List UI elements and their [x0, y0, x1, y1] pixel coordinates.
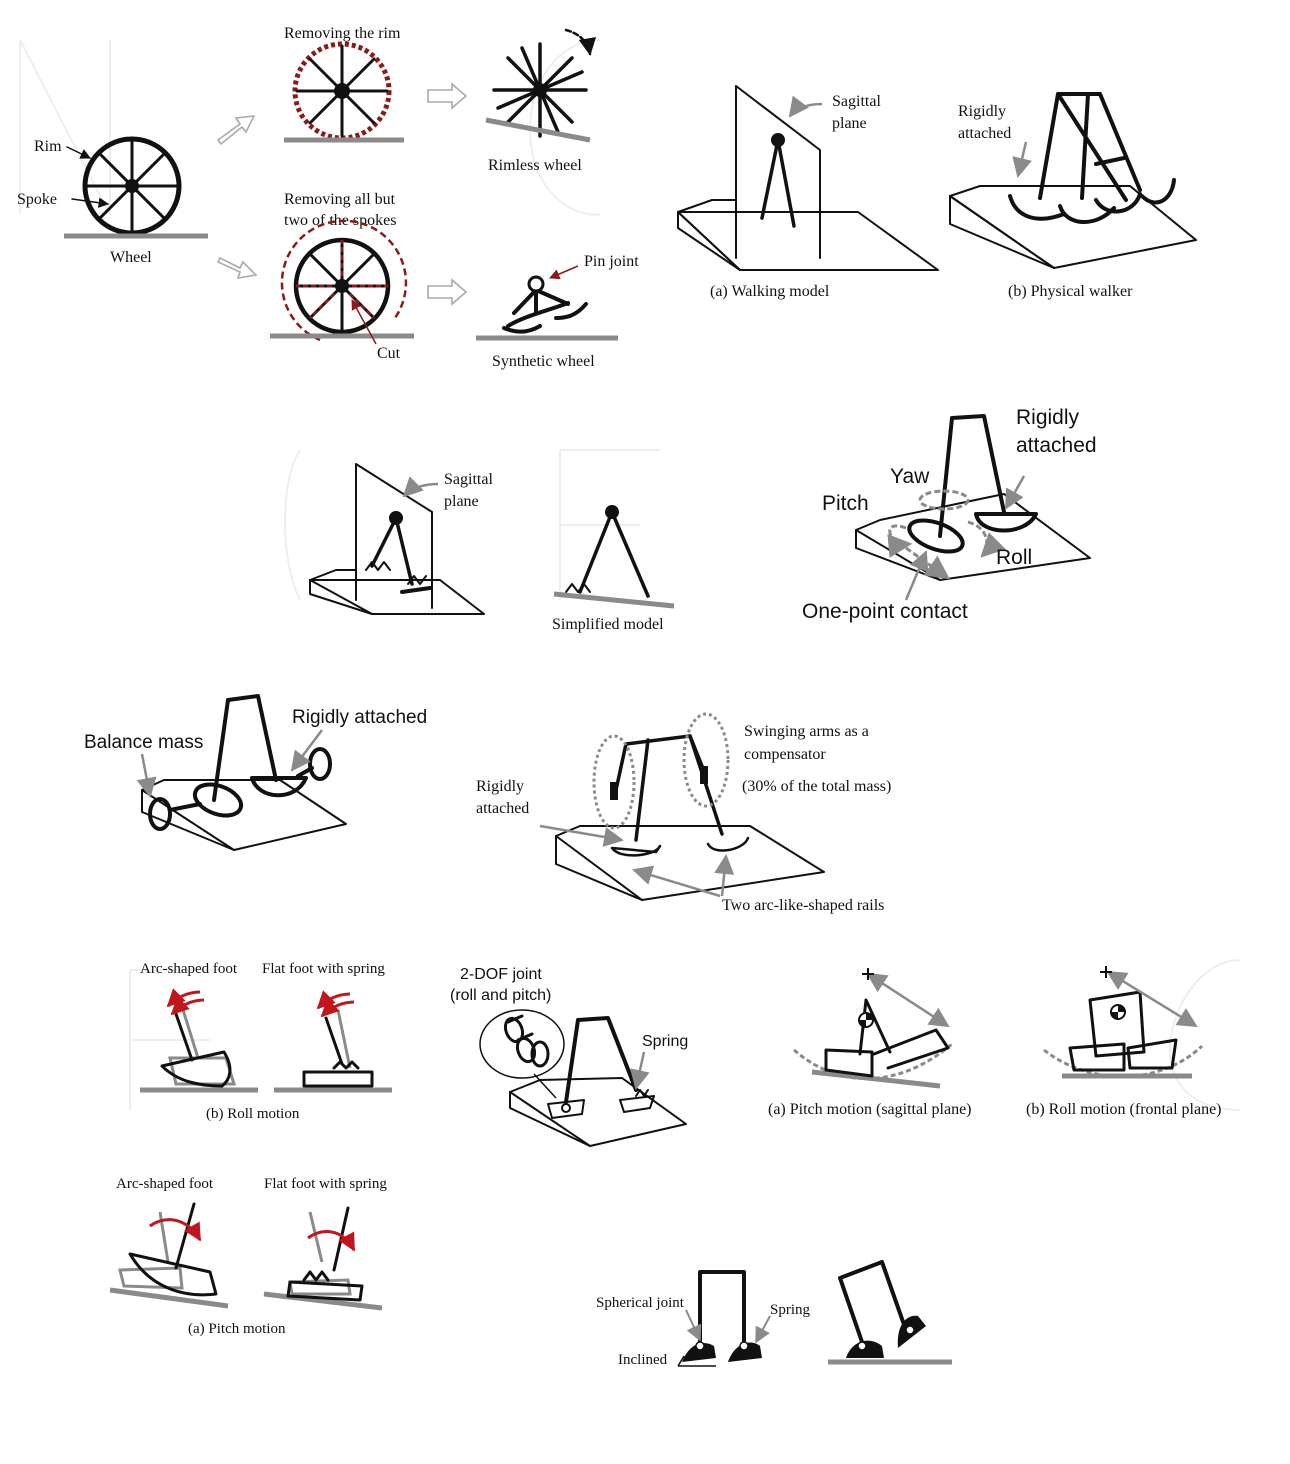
walking-model-panel: Sagittal plane (a) Walking model	[677, 85, 939, 300]
synthetic-wheel-drawing	[476, 265, 618, 341]
label-spoke: Spoke	[17, 191, 57, 208]
label-removing-spokes-1: Removing all but	[284, 191, 396, 208]
spoke-removal-drawing	[270, 219, 414, 345]
motion-planes-panel: (a) Pitch motion (sagittal plane) (b) Ro…	[768, 966, 1222, 1118]
label-pitch: Pitch	[822, 492, 869, 515]
wheel-drawing	[64, 136, 208, 239]
label-arc-foot-pitch: Arc-shaped foot	[116, 1176, 214, 1192]
caption-pitch-motion: (a) Pitch motion	[188, 1321, 286, 1337]
swinging-arms-panel: Swinging arms as a compensator (30% of t…	[476, 712, 891, 914]
watermark	[19, 39, 1241, 1111]
label-inclined: Inclined	[618, 1352, 668, 1368]
hollow-arrow-down	[216, 256, 258, 280]
spherical-panel: Spherical joint Spring Inclined	[596, 1260, 952, 1368]
balance-mass-panel: Balance mass Rigidly attached	[84, 694, 427, 851]
wheel-panel: Rim Spoke Wheel Removing the rim	[17, 25, 639, 370]
label-balance-mass: Balance mass	[84, 732, 203, 753]
label-rimless-wheel: Rimless wheel	[488, 157, 582, 174]
label-rigidly-4: Rigidly	[476, 778, 524, 795]
caption-roll-motion: (b) Roll motion	[206, 1106, 300, 1122]
caption-physical-walker: (b) Physical walker	[1008, 283, 1133, 300]
label-sagittal: Sagittal	[832, 93, 881, 110]
label-roll-and-pitch: (roll and pitch)	[450, 987, 551, 1004]
label-sagittal-2: Sagittal	[444, 471, 493, 488]
label-compensator: compensator	[744, 746, 826, 763]
rimless-wheel-drawing	[485, 28, 597, 143]
label-roll: Roll	[996, 546, 1032, 569]
physical-walker-panel: Rigidly attached (b) Physical walker	[949, 92, 1197, 300]
caption-roll-plane: (b) Roll motion (frontal plane)	[1026, 1101, 1222, 1118]
label-synthetic-wheel: Synthetic wheel	[492, 353, 595, 370]
joint-panel: 2-DOF joint (roll and pitch) Spring	[450, 966, 688, 1147]
label-rim: Rim	[34, 138, 62, 155]
caption-pitch-plane: (a) Pitch motion (sagittal plane)	[768, 1101, 972, 1118]
label-flat-foot-pitch: Flat foot with spring	[264, 1176, 387, 1192]
label-swinging-arms: Swinging arms as a	[744, 723, 869, 740]
label-rigidly-attached-3: Rigidly attached	[292, 707, 427, 728]
label-pin-joint: Pin joint	[584, 253, 639, 270]
label-attached-4: attached	[476, 800, 529, 817]
spring-model-panel: Sagittal plane Simplified model	[309, 463, 675, 633]
roll-feet-panel: Arc-shaped foot Flat foot with spring (b…	[140, 961, 392, 1122]
hollow-arrow-up	[216, 115, 256, 146]
label-arc-foot-roll: Arc-shaped foot	[140, 961, 238, 977]
label-plane-2: plane	[444, 493, 479, 510]
caption-walking-model: (a) Walking model	[710, 283, 830, 300]
rim-removal-drawing	[284, 41, 404, 143]
label-two-rails: Two arc-like-shaped rails	[722, 897, 884, 914]
label-spring-spherical: Spring	[770, 1302, 811, 1318]
hollow-arrow-right-1	[427, 82, 468, 110]
label-plane: plane	[832, 115, 867, 132]
label-one-point-contact: One-point contact	[802, 600, 968, 623]
label-attached: attached	[958, 125, 1011, 142]
label-spherical-joint: Spherical joint	[596, 1295, 685, 1311]
label-simplified-model: Simplified model	[552, 616, 664, 633]
label-flat-foot-roll: Flat foot with spring	[262, 961, 385, 977]
label-cut: Cut	[377, 345, 401, 362]
label-spring-joint: Spring	[642, 1033, 688, 1050]
hollow-arrow-right-2	[427, 278, 468, 306]
label-mass-note: (30% of the total mass)	[742, 778, 891, 795]
label-wheel: Wheel	[110, 249, 152, 266]
walking-model-slope	[677, 85, 939, 271]
spherical-walker-tilted	[838, 1260, 910, 1344]
label-rigidly-2: Rigidly	[1016, 406, 1080, 429]
joint-feet-left	[677, 1341, 762, 1367]
label-2dof-joint: 2-DOF joint	[460, 966, 542, 983]
dof-panel: Rigidly attached Yaw Pitch Roll One-poin…	[802, 406, 1097, 623]
label-attached-2: attached	[1016, 434, 1097, 457]
label-yaw: Yaw	[890, 465, 930, 488]
pitch-feet-panel: Arc-shaped foot Flat foot with spring (a…	[109, 1176, 387, 1337]
label-rigidly: Rigidly	[958, 103, 1006, 120]
label-removing-rim: Removing the rim	[284, 25, 401, 42]
